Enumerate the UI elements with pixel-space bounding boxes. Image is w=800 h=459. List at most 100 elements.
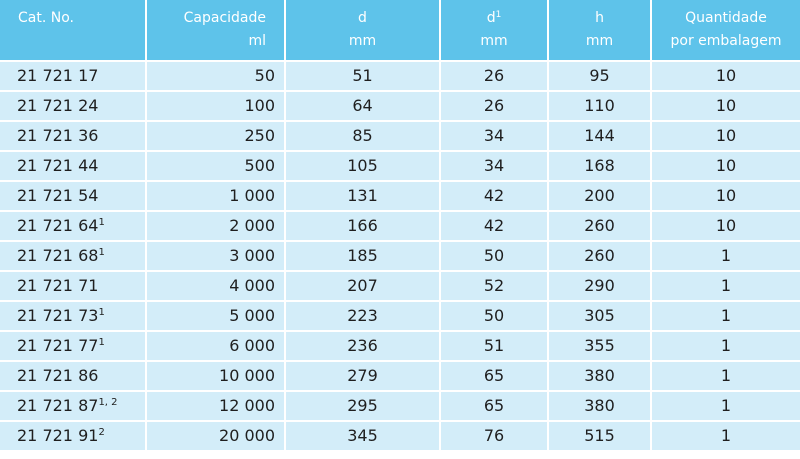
cell-d1: 34 bbox=[441, 122, 549, 152]
cell-d1: 42 bbox=[441, 182, 549, 212]
header-d1-superscript: 1 bbox=[495, 10, 502, 20]
cell-capacity: 100 bbox=[147, 92, 286, 122]
header-row: Cat. No. Capacidade ml d mm d1 mm bbox=[0, 0, 800, 62]
cell-quantity: 10 bbox=[652, 152, 800, 182]
cell-h: 380 bbox=[549, 362, 652, 392]
table-row: 21 721 44 500 105 34 168 10 bbox=[0, 152, 800, 182]
cell-capacity: 500 bbox=[147, 152, 286, 182]
cell-quantity: 1 bbox=[652, 392, 800, 422]
cell-d: 64 bbox=[286, 92, 441, 122]
cell-d: 279 bbox=[286, 362, 441, 392]
cell-d1: 51 bbox=[441, 332, 549, 362]
header-d: d mm bbox=[286, 0, 441, 62]
header-d1-label: d bbox=[486, 10, 496, 26]
footnote-marker: 1 bbox=[98, 247, 105, 258]
cell-h: 110 bbox=[549, 92, 652, 122]
cat-no-text: 21 721 17 bbox=[17, 66, 99, 85]
cell-d1: 50 bbox=[441, 242, 549, 272]
cell-quantity: 10 bbox=[652, 92, 800, 122]
cell-h: 380 bbox=[549, 392, 652, 422]
table-row: 21 721 71 4 000 207 52 290 1 bbox=[0, 272, 800, 302]
cat-no-text: 21 721 87 bbox=[17, 396, 99, 415]
cell-d1: 34 bbox=[441, 152, 549, 182]
cell-d: 207 bbox=[286, 272, 441, 302]
header-capacity-label: Capacidade bbox=[183, 10, 266, 26]
cell-capacity: 3 000 bbox=[147, 242, 286, 272]
header-quantity-sublabel: por embalagem bbox=[670, 33, 782, 49]
cell-capacity: 2 000 bbox=[147, 212, 286, 242]
cell-d: 223 bbox=[286, 302, 441, 332]
cell-d1: 65 bbox=[441, 392, 549, 422]
footnote-marker: 1 bbox=[98, 217, 105, 228]
cell-capacity: 12 000 bbox=[147, 392, 286, 422]
cell-cat-no: 21 721 871, 2 bbox=[0, 392, 147, 422]
cell-quantity: 1 bbox=[652, 272, 800, 302]
cell-cat-no: 21 721 24 bbox=[0, 92, 147, 122]
table-row: 21 721 17 50 51 26 95 10 bbox=[0, 62, 800, 92]
cell-d1: 26 bbox=[441, 62, 549, 92]
cell-d: 236 bbox=[286, 332, 441, 362]
cat-no-text: 21 721 91 bbox=[17, 426, 99, 445]
cell-d1: 50 bbox=[441, 302, 549, 332]
header-capacity-unit: ml bbox=[248, 33, 266, 49]
cell-h: 168 bbox=[549, 152, 652, 182]
header-cat-no-label: Cat. No. bbox=[18, 10, 74, 26]
cell-quantity: 10 bbox=[652, 62, 800, 92]
cat-no-text: 21 721 24 bbox=[17, 96, 99, 115]
cell-d: 185 bbox=[286, 242, 441, 272]
table-row: 21 721 54 1 000 131 42 200 10 bbox=[0, 182, 800, 212]
cell-h: 305 bbox=[549, 302, 652, 332]
header-d-unit: mm bbox=[348, 33, 377, 49]
header-d1: d1 mm bbox=[441, 0, 549, 62]
cell-h: 95 bbox=[549, 62, 652, 92]
header-d1-unit: mm bbox=[480, 33, 508, 49]
cell-h: 260 bbox=[549, 242, 652, 272]
table-header: Cat. No. Capacidade ml d mm d1 mm bbox=[0, 0, 800, 62]
cell-quantity: 1 bbox=[652, 332, 800, 362]
cell-d: 105 bbox=[286, 152, 441, 182]
cell-h: 355 bbox=[549, 332, 652, 362]
cell-quantity: 10 bbox=[652, 212, 800, 242]
footnote-marker: 1 bbox=[98, 337, 105, 348]
cell-capacity: 5 000 bbox=[147, 302, 286, 332]
cell-d: 51 bbox=[286, 62, 441, 92]
cell-capacity: 4 000 bbox=[147, 272, 286, 302]
cell-capacity: 50 bbox=[147, 62, 286, 92]
cat-no-text: 21 721 44 bbox=[17, 156, 99, 175]
cat-no-text: 21 721 64 bbox=[17, 216, 99, 235]
table-row: 21 721 731 5 000 223 50 305 1 bbox=[0, 302, 800, 332]
header-quantity: Quantidade por embalagem bbox=[652, 0, 800, 62]
cell-h: 515 bbox=[549, 422, 652, 452]
cell-h: 144 bbox=[549, 122, 652, 152]
header-capacity: Capacidade ml bbox=[147, 0, 286, 62]
cell-h: 200 bbox=[549, 182, 652, 212]
footnote-marker: 2 bbox=[98, 427, 105, 438]
cell-cat-no: 21 721 912 bbox=[0, 422, 147, 452]
cell-capacity: 10 000 bbox=[147, 362, 286, 392]
cell-cat-no: 21 721 54 bbox=[0, 182, 147, 212]
cell-d: 166 bbox=[286, 212, 441, 242]
header-d-label: d bbox=[358, 10, 367, 26]
cell-h: 260 bbox=[549, 212, 652, 242]
cell-d: 85 bbox=[286, 122, 441, 152]
cell-quantity: 1 bbox=[652, 422, 800, 452]
cell-quantity: 10 bbox=[652, 182, 800, 212]
cell-d1: 26 bbox=[441, 92, 549, 122]
header-cat-no: Cat. No. bbox=[0, 0, 147, 62]
header-h: h mm bbox=[549, 0, 652, 62]
cell-d1: 65 bbox=[441, 362, 549, 392]
cell-capacity: 250 bbox=[147, 122, 286, 152]
cell-cat-no: 21 721 44 bbox=[0, 152, 147, 182]
cat-no-text: 21 721 73 bbox=[17, 306, 99, 325]
cell-quantity: 10 bbox=[652, 122, 800, 152]
table-row: 21 721 771 6 000 236 51 355 1 bbox=[0, 332, 800, 362]
header-d1-label-wrap: d1 bbox=[441, 7, 547, 30]
cat-no-text: 21 721 71 bbox=[17, 276, 99, 295]
cell-d1: 42 bbox=[441, 212, 549, 242]
cat-no-text: 21 721 36 bbox=[17, 126, 99, 145]
header-h-label: h bbox=[595, 10, 604, 26]
cell-quantity: 1 bbox=[652, 302, 800, 332]
cell-cat-no: 21 721 771 bbox=[0, 332, 147, 362]
cat-no-text: 21 721 54 bbox=[17, 186, 99, 205]
cell-d: 131 bbox=[286, 182, 441, 212]
